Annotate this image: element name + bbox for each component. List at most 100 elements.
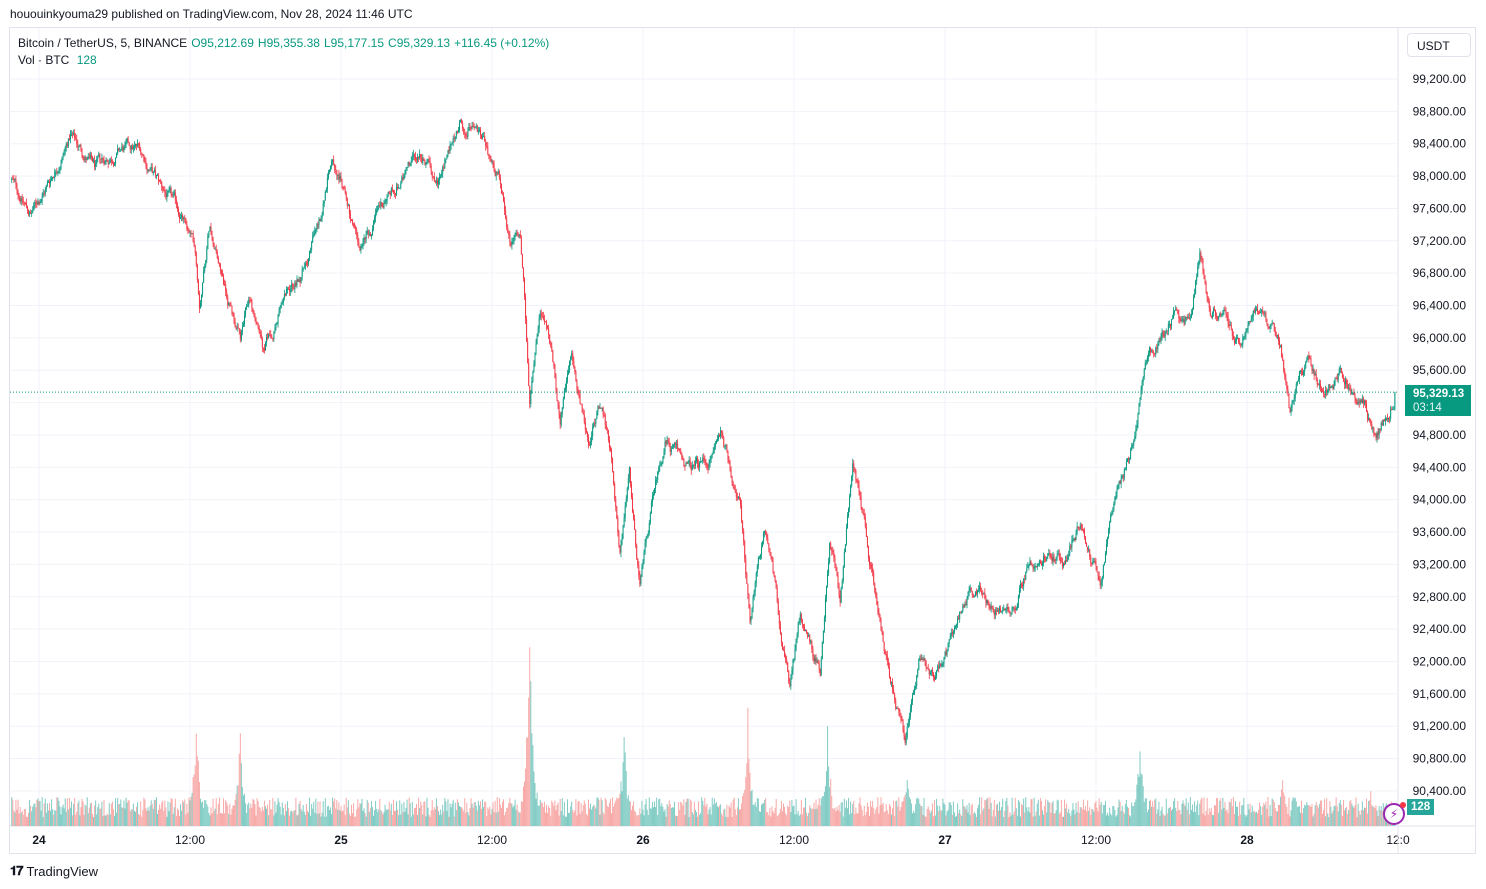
volume-bar <box>174 798 176 826</box>
volume-bar <box>816 808 818 826</box>
candle-body <box>364 237 366 240</box>
candle-body <box>1252 310 1254 317</box>
candle-body <box>690 465 692 471</box>
volume-bar <box>460 806 462 826</box>
candle-body <box>1254 309 1256 313</box>
volume-bar <box>190 796 192 826</box>
candle-body <box>883 641 885 651</box>
candle-body <box>1189 317 1191 319</box>
candle-body <box>711 453 713 456</box>
volume-bar <box>410 816 412 826</box>
lightning-icon[interactable]: ⚡ <box>1383 802 1406 825</box>
candle-body <box>851 476 853 486</box>
volume-bar <box>309 797 311 826</box>
currency-button[interactable]: USDT <box>1407 33 1471 57</box>
candle-body <box>764 530 766 533</box>
candle-body <box>606 429 608 431</box>
candle-body <box>433 176 435 182</box>
candle-body <box>1360 400 1362 403</box>
volume-bar <box>370 800 372 826</box>
candle-body <box>55 172 57 174</box>
candle-body <box>292 283 294 287</box>
candle-body <box>989 606 991 609</box>
volume-bar <box>755 806 757 826</box>
candle-body <box>260 334 262 339</box>
volume-bar <box>932 816 934 826</box>
candle-body <box>1268 327 1270 329</box>
volume-bar <box>403 802 405 826</box>
candle-body <box>967 591 969 599</box>
candle-body <box>30 212 32 214</box>
candle-body <box>107 161 109 165</box>
candle-body <box>963 605 965 608</box>
volume-bar <box>494 800 496 826</box>
volume-bar <box>1362 810 1364 826</box>
volume-bar <box>902 801 904 826</box>
volume-bar <box>45 812 47 826</box>
footer-brand[interactable]: 𝟏𝟕 TradingView <box>10 863 98 879</box>
volume-bar <box>390 803 392 826</box>
volume-bar <box>818 798 820 826</box>
volume-bar <box>526 737 528 826</box>
candle-body <box>256 323 258 325</box>
volume-bar <box>96 814 98 826</box>
price-tick-label: 94,400.00 <box>1413 460 1467 474</box>
volume-bar <box>1223 807 1225 826</box>
volume-bar <box>894 816 896 826</box>
volume-bar <box>1237 806 1239 826</box>
volume-bar <box>11 797 13 826</box>
candle-body <box>240 331 242 340</box>
volume-bar <box>354 817 356 826</box>
candle-body <box>733 486 735 490</box>
volume-bar <box>1290 810 1292 826</box>
volume-bar <box>977 808 979 826</box>
candle-body <box>1243 336 1245 338</box>
volume-bar <box>240 763 242 826</box>
candle-body <box>1010 612 1012 614</box>
candle-body <box>961 610 963 613</box>
volume-bar <box>307 812 309 826</box>
candle-body <box>1225 311 1227 314</box>
volume-bar <box>44 798 46 826</box>
volume-label[interactable]: Vol · BTC <box>18 53 70 67</box>
volume-bar <box>1245 816 1247 826</box>
candle-body <box>1022 584 1024 587</box>
candle-body <box>238 328 240 332</box>
candle-body <box>131 145 133 150</box>
candle-body <box>77 143 79 148</box>
volume-bar <box>692 814 694 826</box>
candle-body <box>1129 458 1131 460</box>
candle-body <box>1244 335 1246 337</box>
candle-body <box>1318 383 1320 385</box>
candle-body <box>207 235 209 250</box>
volume-bar <box>63 808 65 826</box>
candle-body <box>964 603 966 608</box>
candle-body <box>568 369 570 374</box>
volume-bar <box>756 798 758 826</box>
candle-body <box>574 366 576 372</box>
volume-bar <box>16 809 18 826</box>
volume-bar <box>137 802 139 826</box>
volume-tag: 128 <box>1407 799 1435 815</box>
candle-body <box>572 353 574 361</box>
candle-body <box>670 448 672 452</box>
symbol-label[interactable]: Bitcoin / TetherUS, 5, BINANCE <box>18 36 188 50</box>
volume-bar <box>328 810 330 826</box>
volume-bar <box>1267 797 1269 826</box>
candle-body <box>244 315 246 324</box>
volume-bar <box>379 799 381 826</box>
candle-body <box>881 630 883 632</box>
volume-bar <box>234 799 236 826</box>
volume-bar <box>358 807 360 826</box>
volume-bar <box>1045 799 1047 826</box>
volume-bar <box>772 811 774 826</box>
candle-body <box>903 729 905 737</box>
volume-bar <box>420 801 422 826</box>
candle-body <box>1362 398 1364 404</box>
volume-bar <box>914 812 916 826</box>
candle-body <box>361 245 363 247</box>
volume-bar <box>1335 797 1337 826</box>
candle-body <box>1194 293 1196 298</box>
candle-body <box>330 166 332 170</box>
